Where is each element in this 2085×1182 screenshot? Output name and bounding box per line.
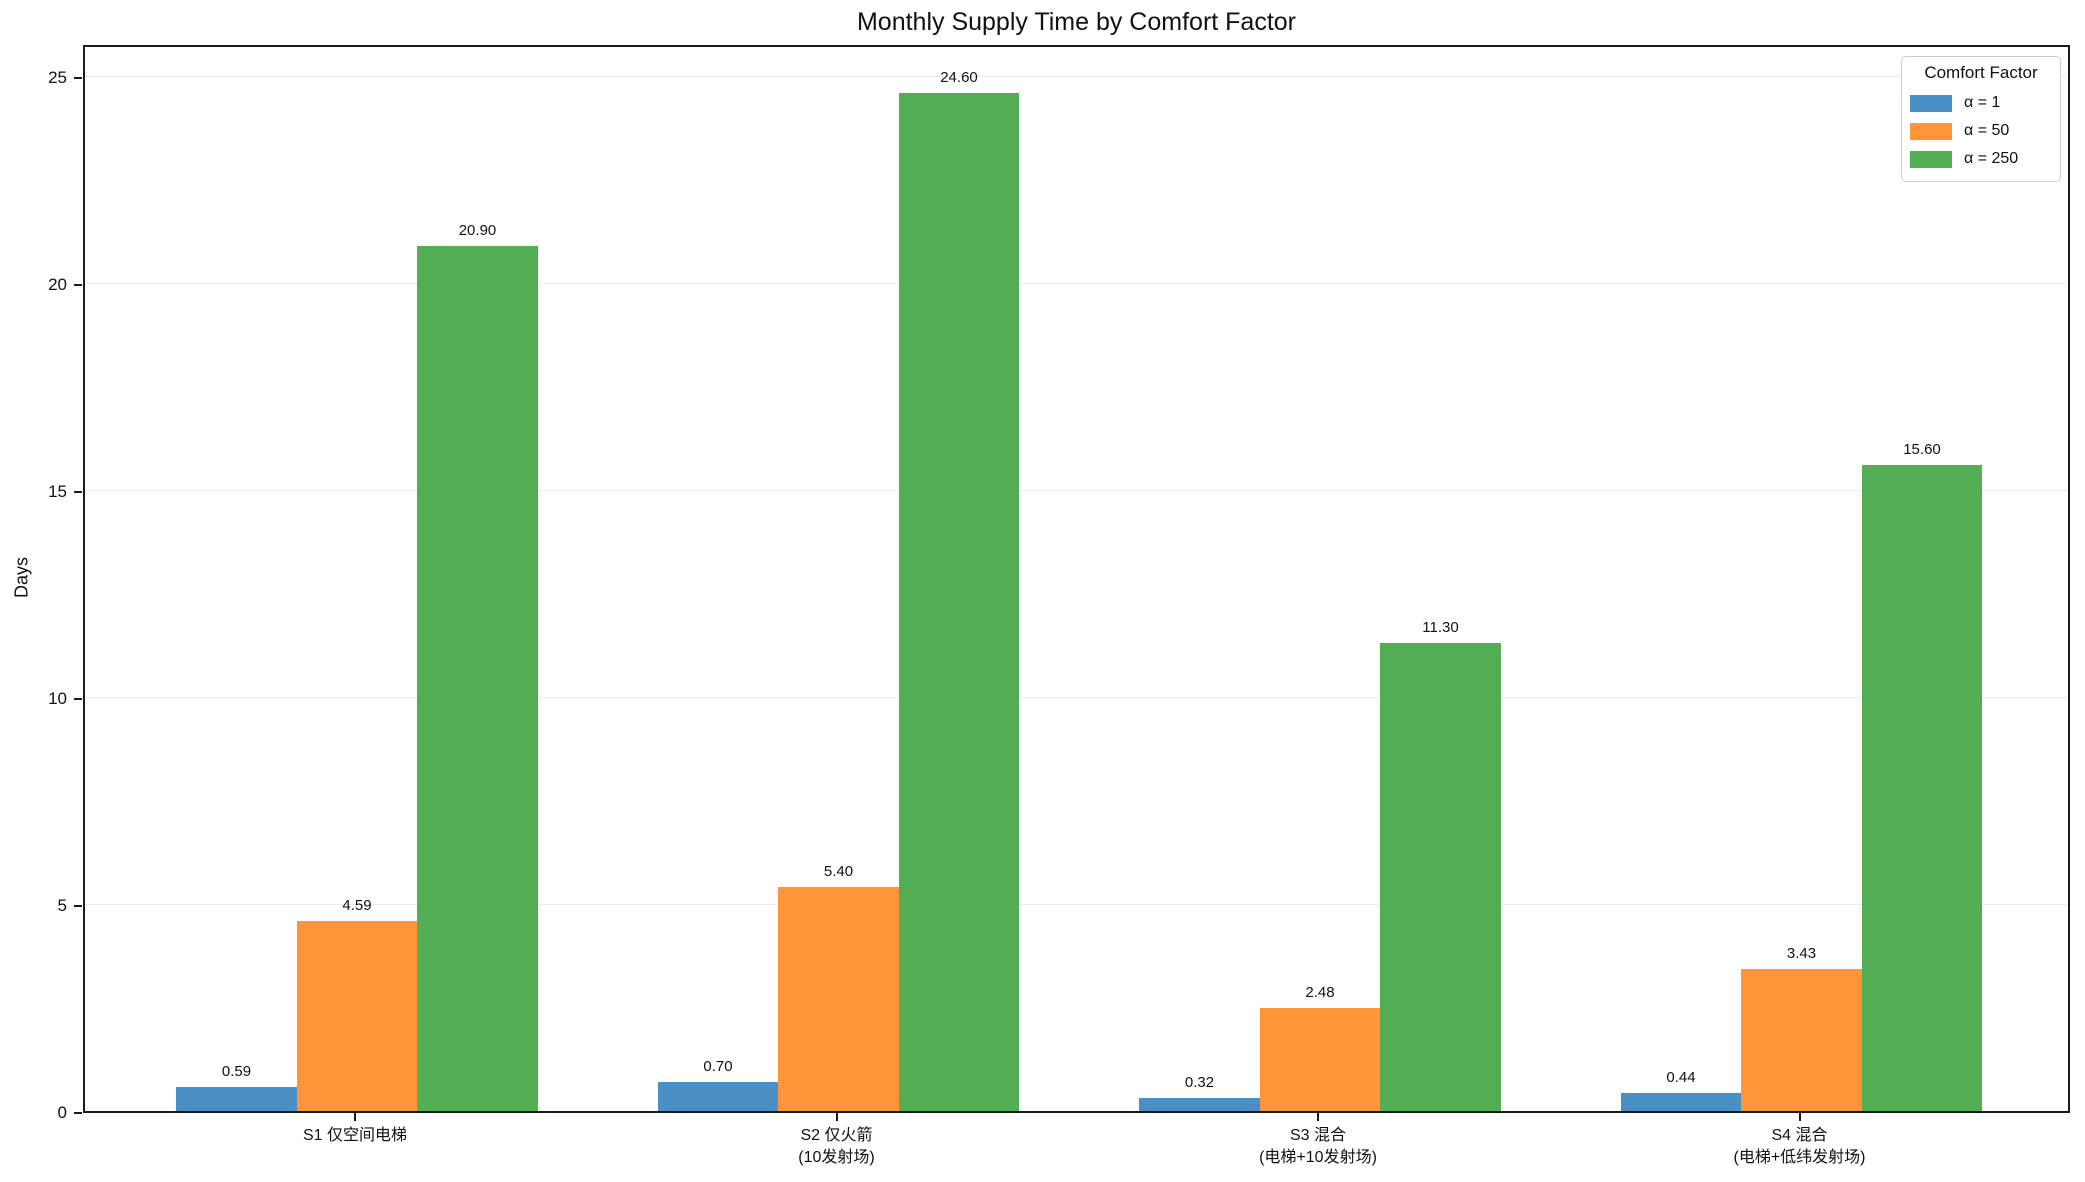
x-tick-label-2: S2 仅火箭 (10发射场) [798,1127,875,1166]
y-tick-label-0: 0 [57,1103,67,1122]
bar-α=1-group2 [657,1082,779,1111]
bar-value-label: 11.30 [1422,619,1459,637]
bar-value-label: 5.40 [823,863,854,881]
legend-entry-1: α = 1 [1910,89,2052,117]
x-tick-label-3: S3 混合 (电梯+10发射场) [1259,1127,1377,1166]
y-axis-label: Days [11,557,32,599]
y-tick-label-20: 20 [48,275,67,295]
x-tick-mark-2 [835,1113,838,1121]
legend-items: α = 1 α = 50 α = 250 [1910,89,2052,173]
y-tick-mark-25 [74,77,82,80]
y-tick-mark-20 [74,284,82,287]
x-tick-mark-4 [1798,1113,1801,1121]
y-tick-mark-10 [74,698,82,701]
bar-value-label: 20.90 [458,221,497,239]
bar-α=1-group3 [1139,1097,1260,1111]
bar-value-label: 0.59 [221,1062,252,1080]
bar-value-label: 0.70 [703,1058,733,1076]
bar-value-label: 4.59 [342,897,372,914]
gridlines-layer [85,47,2068,1111]
bar-α=250-group2 [898,92,1020,1111]
bars-layer: 0.59 0.70 0.32 0.44 4.59 5.40 2.48 3.43 20.90 24.… [85,47,2068,1111]
y-tick-mark-15 [74,491,82,494]
y-tick-label-10: 10 [48,689,67,709]
gridline-y15 [85,489,2068,491]
y-tick-label-5: 5 [57,896,67,916]
bar-value-label: 24.60 [940,68,978,86]
y-tick-mark-0 [74,1112,82,1114]
bar-value-label: 0.32 [1184,1073,1215,1091]
bar-α=50-group4 [1741,969,1862,1111]
legend-swatch-icon [1910,150,1952,168]
bar-value-label: 2.48 [1305,984,1335,1002]
gridline-y25 [85,75,2068,77]
plot-area: 0.59 0.70 0.32 0.44 4.59 5.40 2.48 3.43 20.90 24.… [83,45,2070,1113]
legend-swatch-icon [1910,122,1952,140]
legend-title: Comfort Factor [1924,63,2038,82]
gridline-y5 [85,903,2068,905]
x-tick-label-4: S4 混合 (电梯+低纬发射场) [1733,1127,1866,1166]
bar-α=250-group3 [1380,643,1501,1111]
bar-α=250-group1 [417,245,538,1111]
legend: Comfort Factor α = 1 α = 50 α = 250 [1901,56,2061,182]
bar-α=1-group4 [1620,1092,1742,1111]
bar-α=50-group3 [1259,1008,1381,1111]
x-tick-label-1: S1 仅空间电梯 [302,1127,408,1144]
chart-title: Monthly Supply Time by Comfort Factor [856,8,1297,36]
gridline-y20 [85,282,2068,284]
bar-α=1-group1 [176,1086,297,1111]
legend-entry-label: α = 50 [1964,122,2010,139]
bar-α=50-group2 [778,887,899,1111]
bar-value-label: 15.60 [1903,441,1941,459]
gridline-y10 [85,696,2068,698]
bar-α=250-group4 [1861,465,1983,1111]
legend-entry-label: α = 1 [1964,94,2001,111]
legend-entry-3: α = 250 [1910,145,2052,173]
y-tick-label-15: 15 [48,482,67,502]
bar-value-label: 3.43 [1786,945,1817,963]
legend-swatch-icon [1910,94,1952,112]
y-tick-label-25: 25 [48,68,67,88]
legend-entry-2: α = 50 [1910,117,2052,145]
legend-entry-label: α = 250 [1964,150,2019,167]
x-tick-mark-3 [1317,1113,1319,1121]
x-tick-mark-1 [354,1113,356,1121]
bar-value-label: 0.44 [1666,1068,1696,1086]
y-tick-mark-5 [74,905,82,908]
bar-α=50-group1 [296,921,418,1111]
